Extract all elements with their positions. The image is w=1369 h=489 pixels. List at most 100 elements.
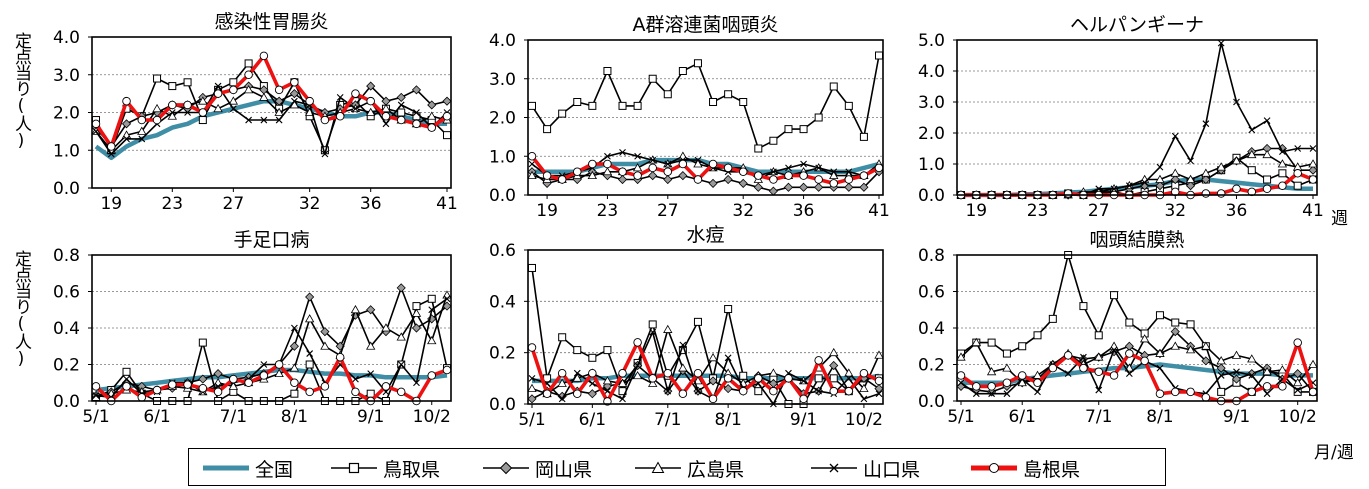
data-point xyxy=(229,374,238,384)
data-point xyxy=(442,365,452,375)
data-point xyxy=(107,142,116,151)
data-point xyxy=(213,387,223,397)
data-point xyxy=(829,170,839,180)
data-point xyxy=(396,332,406,341)
data-point xyxy=(588,368,597,378)
series-circle xyxy=(527,338,884,406)
plot-frame xyxy=(956,254,1318,402)
data-point xyxy=(1002,378,1012,388)
data-point xyxy=(1294,386,1302,394)
data-point xyxy=(800,377,807,385)
data-point xyxy=(1262,366,1272,376)
legend-label-tottori: 鳥取県 xyxy=(383,458,441,481)
data-point xyxy=(1233,98,1240,106)
data-point xyxy=(366,107,376,116)
data-point xyxy=(275,116,283,124)
series-square xyxy=(957,153,1317,199)
data-point xyxy=(397,108,406,117)
data-point xyxy=(814,175,823,184)
y-tick-label: 3.0 xyxy=(53,66,80,86)
data-point xyxy=(168,82,177,91)
data-point xyxy=(443,295,451,303)
data-point xyxy=(428,306,436,314)
data-point xyxy=(1217,387,1226,396)
data-point xyxy=(648,374,657,383)
x-tick-label: 36 xyxy=(793,201,815,221)
x-tick-label: 7/1 xyxy=(220,407,247,427)
data-point xyxy=(634,362,641,369)
data-point xyxy=(784,125,793,134)
legend-item-national: 全国 xyxy=(201,457,293,481)
data-point xyxy=(724,305,733,314)
data-point xyxy=(168,100,177,110)
data-point xyxy=(558,109,567,118)
data-point xyxy=(632,370,643,380)
series-line xyxy=(531,331,880,405)
data-point xyxy=(1094,352,1104,361)
data-point xyxy=(1308,175,1318,184)
data-point xyxy=(619,148,626,156)
data-point xyxy=(228,96,239,105)
data-point xyxy=(874,350,884,359)
data-point xyxy=(860,395,868,403)
data-point xyxy=(304,314,315,323)
data-point xyxy=(214,82,222,90)
series-line xyxy=(531,151,880,177)
data-point xyxy=(184,109,191,116)
x-tick-label: 6/1 xyxy=(1009,407,1036,427)
data-point xyxy=(693,368,703,378)
y-tick-label: 0.2 xyxy=(489,344,516,364)
data-point xyxy=(664,160,672,168)
data-point xyxy=(633,338,642,347)
data-point xyxy=(588,101,597,110)
y-tick-label: 4.0 xyxy=(489,31,516,51)
data-point xyxy=(588,353,597,362)
x-tick-label: 6/1 xyxy=(579,410,606,430)
y-tick-label: 0.2 xyxy=(918,356,945,376)
x-tick-label: 6/1 xyxy=(143,407,170,427)
data-point xyxy=(397,101,405,109)
series-line xyxy=(961,42,1313,196)
data-point xyxy=(1308,387,1318,397)
data-point xyxy=(1110,185,1118,193)
x-tick-label: 5/1 xyxy=(82,407,109,427)
x-tick-label: 8/1 xyxy=(714,410,741,430)
data-point xyxy=(366,341,376,350)
data-point xyxy=(1094,331,1103,340)
data-point xyxy=(783,182,794,192)
data-point xyxy=(1263,390,1271,398)
y-tick-label: 4.0 xyxy=(918,62,945,82)
data-point xyxy=(1293,369,1303,379)
data-point xyxy=(708,394,718,404)
data-point xyxy=(814,182,824,192)
data-point xyxy=(153,74,162,83)
data-point xyxy=(213,89,223,98)
data-point xyxy=(291,324,298,332)
data-point xyxy=(618,101,627,110)
y-tick-label: 5.0 xyxy=(918,31,945,51)
plot-frame xyxy=(527,249,884,405)
data-point xyxy=(396,115,406,125)
y-tick-label: 0.0 xyxy=(489,395,516,415)
data-point xyxy=(137,393,147,402)
x-tick-label: 19 xyxy=(536,201,558,221)
data-point xyxy=(844,182,854,192)
data-point xyxy=(229,78,238,87)
data-point xyxy=(397,361,405,368)
data-point xyxy=(1032,370,1043,379)
data-point xyxy=(427,123,436,132)
y-tick-label: 0.0 xyxy=(489,186,516,206)
data-point xyxy=(859,182,869,192)
data-point xyxy=(988,390,995,398)
data-point xyxy=(382,120,390,128)
data-point xyxy=(844,368,854,377)
data-point xyxy=(290,378,299,388)
data-point xyxy=(1201,168,1211,177)
data-point xyxy=(1185,181,1196,191)
data-point xyxy=(367,370,375,378)
data-point xyxy=(1156,163,1164,171)
x-tick-label: 8/1 xyxy=(281,407,308,427)
data-point xyxy=(874,384,884,394)
data-point xyxy=(986,366,997,376)
data-point xyxy=(1017,371,1027,380)
